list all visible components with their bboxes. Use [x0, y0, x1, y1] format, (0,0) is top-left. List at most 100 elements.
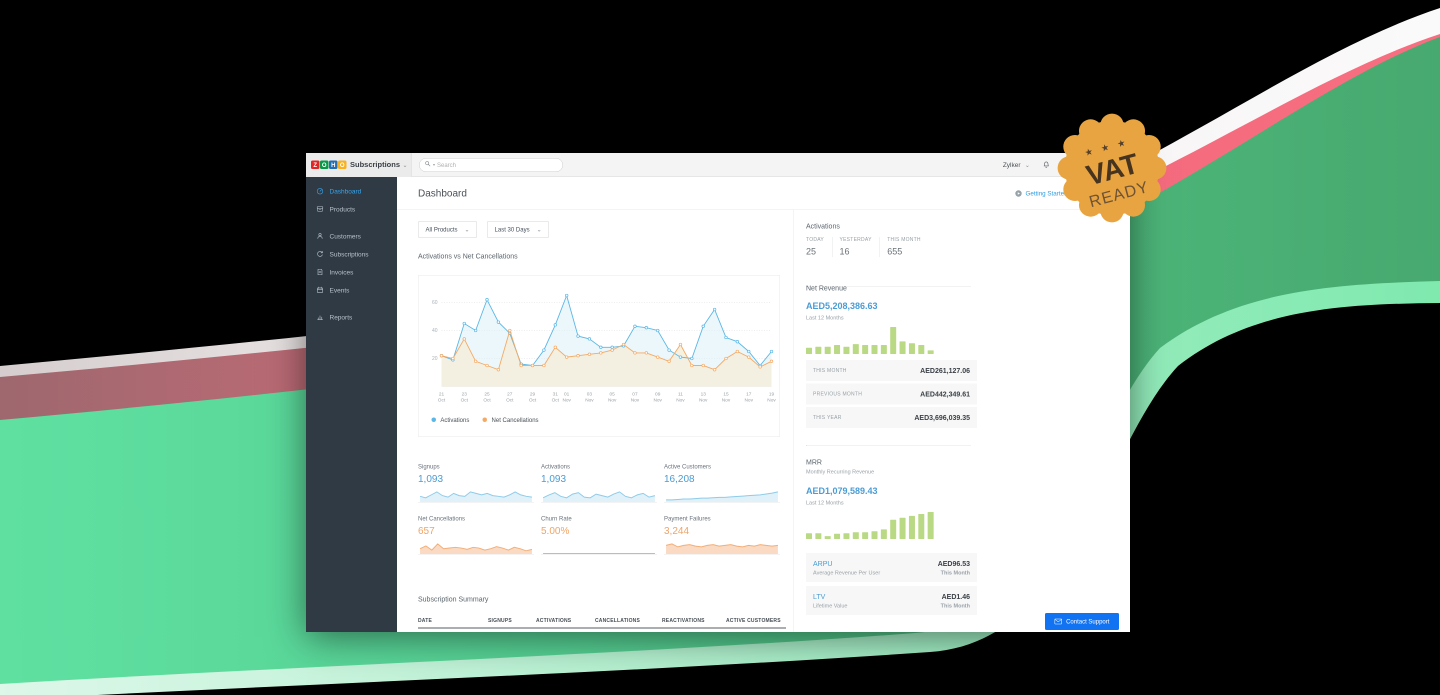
contact-support-button[interactable]: Contact Support — [1045, 613, 1119, 630]
stat-sparkline — [541, 491, 657, 503]
stat-period-value: 655 — [887, 246, 903, 257]
svg-text:05: 05 — [610, 392, 616, 398]
product-filter-dropdown[interactable]: All Products ⌄ — [418, 221, 478, 238]
getting-started-link[interactable]: Getting Started — [1015, 190, 1068, 197]
svg-text:01: 01 — [564, 392, 570, 398]
sidebar-item-dashboard[interactable]: Dashboard — [306, 182, 397, 200]
metric-name-link[interactable]: LTV — [813, 592, 826, 601]
table-column-header: REACTIVATIONS — [662, 618, 705, 624]
dotted-separator — [806, 286, 971, 287]
svg-text:Nov: Nov — [745, 398, 754, 404]
metric-description: Average Revenue Per User — [813, 569, 881, 576]
sidebar-group-gap — [306, 299, 397, 308]
svg-text:17: 17 — [746, 392, 752, 398]
activations-stat-yesterday: YESTERDAY 16 — [832, 237, 880, 257]
svg-text:25: 25 — [484, 392, 490, 398]
svg-text:11: 11 — [678, 392, 683, 398]
table-column-header: SIGNUPS — [488, 618, 512, 624]
sidebar-item-label: Subscriptions — [329, 250, 369, 258]
chevron-down-icon[interactable]: ⌄ — [402, 161, 408, 169]
activations-vs-cancellations-chart: 20 40 60 21 Oct 23 Oct 25 Oct 27 Oct 29 Oct 31 Oct 01 No… — [418, 275, 780, 437]
page-header: Dashboard Getting Started — [397, 177, 1130, 210]
invoices-icon — [316, 268, 324, 276]
metric-left: LTV Lifetime Value — [813, 592, 847, 609]
subscription-summary-table-header: DATE SIGNUPS ACTIVATIONS CANCELLATIONS REACT… — [418, 618, 786, 629]
stat-period-label: YESTERDAY — [839, 237, 872, 243]
svg-text:Oct: Oct — [529, 398, 537, 404]
metric-period: This Month — [940, 602, 970, 609]
net-revenue-row: PREVIOUS MONTH AED442,349.61 — [806, 383, 977, 405]
sidebar-item-invoices[interactable]: Invoices — [306, 263, 397, 281]
row-label: PREVIOUS MONTH — [813, 391, 863, 397]
product-name: Subscriptions — [350, 160, 401, 170]
row-value: AED261,127.06 — [920, 366, 970, 375]
search-scope-chevron-icon[interactable]: ▾ — [433, 162, 436, 168]
row-value: AED3,696,039.35 — [914, 413, 970, 422]
net-revenue-amount: AED5,208,386.63 — [806, 301, 878, 311]
sidebar-item-products[interactable]: Products — [306, 200, 397, 218]
svg-text:31: 31 — [553, 392, 559, 398]
events-icon — [316, 286, 324, 294]
notifications-bell-icon[interactable] — [1042, 161, 1051, 170]
search-input[interactable] — [437, 161, 558, 169]
metric-right: AED1.46 This Month — [941, 592, 970, 609]
svg-text:19: 19 — [769, 392, 775, 398]
sidebar-item-events[interactable]: Events — [306, 281, 397, 299]
svg-text:Nov: Nov — [562, 398, 571, 404]
svg-text:13: 13 — [701, 392, 707, 398]
mrr-bar-chart — [806, 512, 934, 539]
metric-name-link[interactable]: ARPU — [813, 559, 833, 568]
svg-text:40: 40 — [432, 328, 438, 334]
sidebar-group-gap — [306, 218, 397, 227]
net-revenue-bar-chart — [806, 327, 934, 354]
stat-period-label: THIS MONTH — [887, 237, 921, 243]
stat-sparkline — [541, 553, 657, 555]
stat-card-churn-rate: Churn Rate 5.00% — [541, 515, 657, 555]
svg-text:60: 60 — [432, 300, 438, 306]
unit-metrics: ARPU Average Revenue Per User AED96.53 This… — [806, 553, 977, 619]
stat-card-net-cancellations: Net Cancellations 657 — [418, 515, 534, 555]
stat-sparkline — [418, 491, 534, 503]
row-value: AED442,349.61 — [920, 390, 970, 398]
svg-text:Nov: Nov — [676, 398, 685, 404]
zoho-logo-letter: O — [320, 160, 329, 169]
stat-period-label: TODAY — [806, 237, 825, 243]
kpi-stats-grid: Signups 1,093 Activations 1,093 Active Custo… — [418, 463, 788, 567]
mrr-subtitle: Monthly Recurring Revenue — [806, 469, 875, 475]
sidebar-item-subscriptions[interactable]: Subscriptions — [306, 245, 397, 263]
net-revenue-period: Last 12 Months — [806, 315, 844, 321]
svg-text:Nov: Nov — [722, 398, 731, 404]
stat-period-value: 16 — [839, 246, 850, 257]
user-menu[interactable]: Zylker ⌄ — [1002, 161, 1030, 169]
table-column-header: ACTIVE CUSTOMERS — [726, 618, 781, 624]
zoho-logo-letter: H — [329, 160, 338, 169]
svg-text:Nov: Nov — [653, 398, 662, 404]
stat-sparkline — [664, 491, 780, 503]
svg-text:03: 03 — [587, 392, 593, 398]
dotted-separator — [806, 445, 971, 446]
search-bar[interactable]: ▾ — [419, 157, 563, 172]
svg-text:Nov: Nov — [631, 398, 640, 404]
svg-text:Nov: Nov — [608, 398, 617, 404]
activations-stat-this-month: THIS MONTH 655 — [879, 237, 929, 257]
subscriptions-icon — [316, 250, 324, 258]
sidebar-item-label: Customers — [329, 232, 361, 240]
sidebar-item-customers[interactable]: Customers — [306, 227, 397, 245]
search-icon — [425, 160, 432, 169]
date-range-dropdown[interactable]: Last 30 Days ⌄ — [487, 221, 550, 238]
svg-text:Oct: Oct — [438, 398, 446, 404]
sidebar-item-label: Products — [329, 205, 356, 213]
metric-value: AED96.53 — [937, 559, 970, 568]
svg-text:21: 21 — [439, 392, 445, 398]
stat-sparkline — [664, 543, 780, 555]
stat-card-active-customers: Active Customers 16,208 — [664, 463, 780, 503]
play-icon — [1015, 190, 1022, 197]
metric-period: This Month — [940, 569, 970, 576]
customers-icon — [316, 232, 324, 240]
sidebar-item-reports[interactable]: Reports — [306, 308, 397, 326]
activations-quick-stats: TODAY 25 YESTERDAY 16 THIS MONTH 655 — [806, 237, 977, 257]
sidebar-item-label: Events — [329, 286, 350, 294]
dashboard-icon — [316, 187, 324, 195]
